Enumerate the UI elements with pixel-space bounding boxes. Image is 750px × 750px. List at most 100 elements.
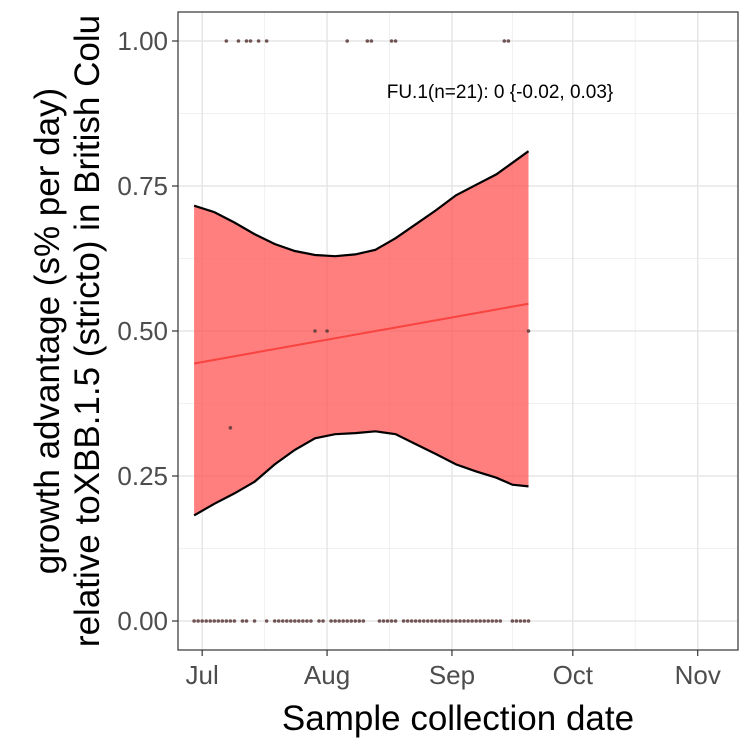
data-point bbox=[280, 619, 285, 623]
x-tick-label: Oct bbox=[553, 660, 594, 690]
data-point bbox=[305, 619, 309, 623]
data-point bbox=[313, 329, 317, 333]
data-point bbox=[284, 619, 289, 623]
data-point bbox=[309, 619, 313, 623]
x-axis-title: Sample collection date bbox=[282, 699, 634, 738]
data-point bbox=[490, 619, 495, 623]
data-point bbox=[244, 39, 249, 43]
data-point bbox=[438, 619, 442, 623]
data-point bbox=[409, 619, 414, 623]
data-point bbox=[252, 619, 257, 623]
data-point bbox=[192, 619, 196, 623]
data-point bbox=[329, 619, 333, 623]
data-point bbox=[289, 619, 293, 623]
data-point bbox=[220, 619, 225, 623]
y-tick-label: 0.25 bbox=[117, 461, 168, 491]
data-point bbox=[458, 619, 462, 623]
data-point bbox=[442, 619, 446, 623]
data-point bbox=[381, 619, 386, 623]
data-point bbox=[470, 619, 474, 623]
data-point bbox=[510, 619, 515, 623]
data-point bbox=[498, 619, 503, 623]
data-point bbox=[216, 619, 221, 623]
data-point bbox=[413, 619, 418, 623]
data-point bbox=[224, 39, 229, 43]
x-axis-ticks: Jul Aug Sep Oct Nov bbox=[186, 650, 721, 690]
data-point bbox=[224, 619, 229, 623]
x-tick-label: Jul bbox=[186, 660, 219, 690]
data-point bbox=[208, 619, 213, 623]
data-point bbox=[450, 619, 454, 623]
data-point bbox=[526, 329, 531, 333]
y-tick-label: 0.50 bbox=[117, 316, 168, 346]
data-point bbox=[345, 619, 350, 623]
y-tick-label: 0.75 bbox=[117, 171, 168, 201]
data-point bbox=[321, 619, 325, 623]
data-point bbox=[297, 619, 301, 623]
data-point bbox=[228, 426, 233, 430]
data-point bbox=[393, 619, 398, 623]
trend-line bbox=[193, 302, 529, 365]
data-point bbox=[264, 619, 269, 623]
confidence-upper-line bbox=[193, 150, 530, 258]
data-point bbox=[482, 619, 486, 623]
data-point bbox=[353, 619, 358, 623]
data-point bbox=[502, 39, 507, 43]
data-point bbox=[244, 619, 249, 623]
data-point bbox=[369, 39, 374, 43]
y-tick-label: 1.00 bbox=[117, 26, 168, 56]
data-point bbox=[272, 619, 277, 623]
x-tick-label: Sep bbox=[429, 660, 475, 690]
data-point bbox=[333, 619, 337, 623]
data-point bbox=[526, 619, 531, 623]
data-point bbox=[385, 619, 390, 623]
data-point bbox=[301, 619, 305, 623]
data-point bbox=[494, 619, 499, 623]
data-point bbox=[389, 39, 394, 43]
y-axis-title-line2: relative toXBB.1.5 (stricto) in British … bbox=[68, 15, 107, 647]
data-point bbox=[377, 619, 382, 623]
data-point bbox=[361, 619, 366, 623]
data-point bbox=[337, 619, 341, 623]
data-point bbox=[293, 619, 297, 623]
data-point bbox=[506, 39, 511, 43]
data-point bbox=[421, 619, 426, 623]
data-point bbox=[232, 619, 237, 623]
data-point bbox=[264, 39, 269, 43]
data-point bbox=[236, 39, 241, 43]
data-point bbox=[228, 619, 233, 623]
data-point bbox=[466, 619, 470, 623]
data-point bbox=[425, 619, 430, 623]
data-point bbox=[522, 619, 527, 623]
x-tick-label: Nov bbox=[675, 660, 721, 690]
data-point bbox=[405, 619, 410, 623]
data-point bbox=[478, 619, 482, 623]
y-axis-title: growth advantage (s% per day) bbox=[28, 88, 67, 574]
data-point bbox=[393, 39, 398, 43]
data-point bbox=[454, 619, 458, 623]
data-point bbox=[401, 619, 406, 623]
y-tick-label: 0.00 bbox=[117, 606, 168, 636]
data-point bbox=[204, 619, 209, 623]
annotation-label: FU.1(n=21): 0 {-0.02, 0.03} bbox=[387, 82, 614, 103]
data-point bbox=[365, 39, 370, 43]
data-point bbox=[240, 619, 245, 623]
data-point bbox=[474, 619, 478, 623]
data-point bbox=[357, 619, 362, 623]
observed-points bbox=[192, 39, 531, 623]
data-point bbox=[434, 619, 438, 623]
data-point bbox=[196, 619, 200, 623]
trend-line-layer bbox=[193, 302, 529, 365]
data-point bbox=[486, 619, 491, 623]
x-tick-label: Aug bbox=[304, 660, 350, 690]
data-point bbox=[276, 619, 281, 623]
data-point bbox=[389, 619, 394, 623]
data-point bbox=[248, 39, 253, 43]
data-point bbox=[462, 619, 466, 623]
data-point bbox=[256, 39, 261, 43]
data-point bbox=[446, 619, 450, 623]
data-point bbox=[212, 619, 217, 623]
data-point bbox=[514, 619, 519, 623]
confidence-lower-line bbox=[193, 430, 529, 517]
